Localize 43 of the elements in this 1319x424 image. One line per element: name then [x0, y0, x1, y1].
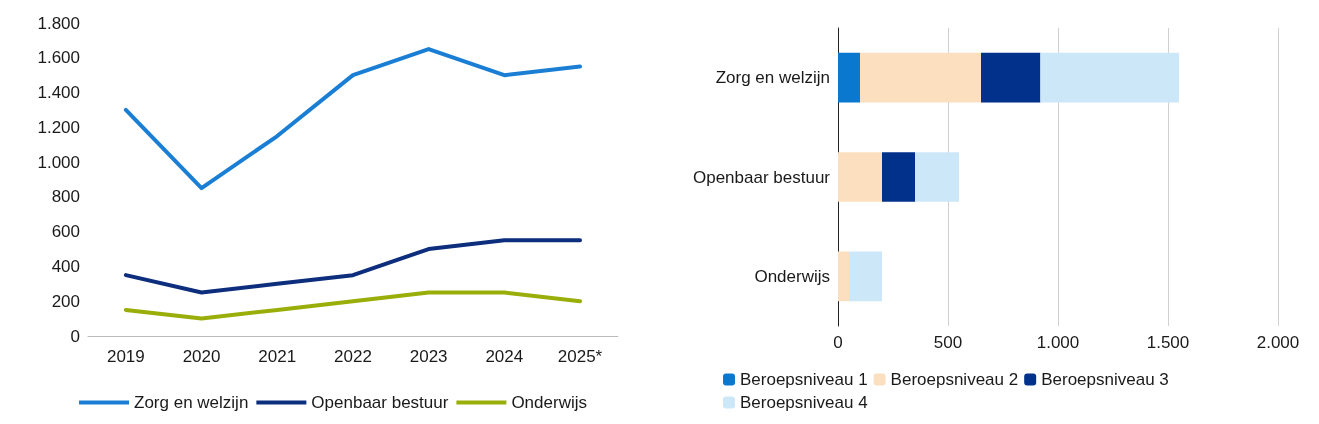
- y-tick-label: 200: [51, 291, 80, 311]
- legend-label: Beroepsniveau 4: [740, 393, 868, 412]
- x-tick-label: 2.000: [1256, 333, 1300, 352]
- legend-label: Beroepsniveau 1: [740, 370, 868, 389]
- bar: [838, 52, 860, 103]
- x-tick-label: 1.500: [1146, 333, 1190, 352]
- x-tick-label: 2022: [334, 346, 372, 366]
- bar: [838, 152, 882, 202]
- legend-label: Beroepsniveau 3: [1041, 370, 1169, 389]
- legend-label: Onderwijs: [511, 393, 587, 412]
- legend-label: Zorg en welzijn: [134, 393, 249, 412]
- x-tick-label: 2023: [409, 346, 448, 366]
- legend-label: Beroepsniveau 2: [890, 370, 1019, 389]
- y-tick-label: Onderwijs: [754, 266, 830, 286]
- x-tick-label: 2024: [485, 346, 524, 366]
- x-tick-label: 500: [933, 333, 963, 352]
- y-tick-label: 400: [51, 256, 80, 276]
- y-tick-label: 1.000: [37, 152, 80, 172]
- legend-label: Openbaar bestuur: [311, 393, 449, 412]
- line-series: [123, 47, 583, 191]
- y-tick-label: 800: [51, 187, 80, 207]
- y-tick-label: 600: [51, 222, 80, 242]
- x-tick-label: 2020: [182, 346, 221, 366]
- y-tick-label: 1.400: [37, 83, 80, 103]
- x-tick-label: 2019: [106, 346, 145, 366]
- x-tick-label: 2021: [258, 346, 297, 366]
- y-tick-label: 1.800: [37, 13, 80, 33]
- x-tick-label: 0: [833, 333, 843, 352]
- y-tick-label: Zorg en welzijn: [715, 68, 830, 88]
- line-series: [123, 290, 583, 321]
- x-tick-label: 2025*: [557, 346, 603, 366]
- bar: [1040, 52, 1179, 103]
- bar: [849, 251, 882, 302]
- y-tick-label: Openbaar bestuur: [692, 167, 831, 187]
- bar: [915, 152, 959, 202]
- bar: [838, 251, 849, 302]
- y-tick-label: 1.600: [37, 48, 80, 68]
- y-tick-label: 1.200: [37, 117, 80, 137]
- bar: [882, 152, 915, 202]
- bar: [860, 52, 981, 103]
- bar: [981, 52, 1041, 103]
- x-tick-label: 1.000: [1036, 333, 1080, 352]
- line-series: [123, 238, 583, 295]
